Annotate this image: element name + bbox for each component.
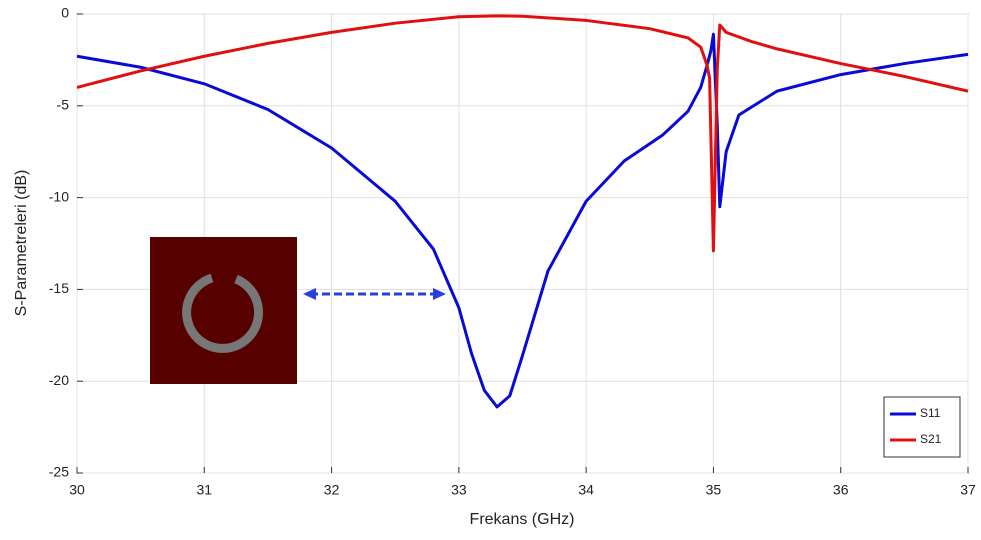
- arrow: [303, 288, 446, 300]
- x-tick-label: 32: [324, 482, 340, 498]
- x-tick-label: 37: [960, 482, 976, 498]
- x-tick-label: 35: [706, 482, 722, 498]
- x-axis-label: Frekans (GHz): [470, 511, 575, 528]
- y-tick-label: -10: [49, 188, 69, 204]
- legend-label: S21: [920, 432, 942, 446]
- series-line: [76, 14, 969, 253]
- x-tick-label: 31: [196, 482, 212, 498]
- y-tick-label: -15: [49, 280, 69, 296]
- y-tick-label: -25: [49, 464, 69, 480]
- inset-image: [150, 237, 297, 384]
- x-tick-label: 33: [451, 482, 467, 498]
- series-line: [76, 32, 969, 409]
- y-tick-label: -20: [49, 372, 69, 388]
- x-tick-label: 30: [69, 482, 85, 498]
- y-tick-label: -5: [57, 97, 70, 113]
- legend-box: [883, 396, 961, 458]
- y-axis-label: S-Parametreleri (dB): [13, 170, 30, 317]
- legend-label: S11: [920, 406, 941, 420]
- legend: S11 S21: [883, 396, 961, 458]
- y-tick-label: 0: [61, 5, 69, 21]
- x-tick-label: 36: [833, 482, 849, 498]
- x-tick-label: 34: [578, 482, 594, 498]
